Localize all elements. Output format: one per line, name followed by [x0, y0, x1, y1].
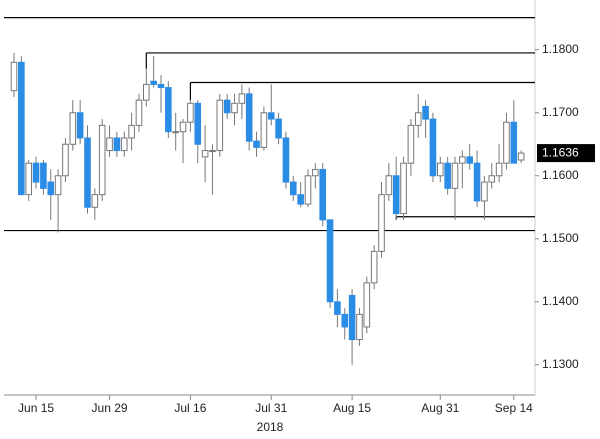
- candle-body: [451, 162, 459, 189]
- y-tick-label: 1.1600: [542, 168, 579, 182]
- candle-body: [62, 143, 69, 177]
- candle-body: [84, 137, 91, 208]
- candle-body: [128, 124, 135, 139]
- x-axis-label: 2018: [257, 420, 284, 434]
- candle-body: [326, 219, 334, 303]
- candle-body: [473, 162, 481, 202]
- candle-body: [356, 313, 363, 341]
- candle-body: [179, 121, 187, 133]
- candle-body: [135, 99, 143, 126]
- candle-body: [106, 137, 113, 152]
- candle-body: [319, 168, 326, 221]
- candle-body: [488, 175, 496, 183]
- candle-body: [444, 162, 451, 189]
- candle-body: [54, 175, 62, 196]
- candle-body: [312, 168, 319, 177]
- candle-body: [201, 150, 209, 158]
- candle-body: [165, 87, 172, 133]
- candle-body: [260, 112, 268, 148]
- candle-body: [282, 137, 290, 183]
- candle-body: [370, 250, 378, 284]
- candle-body: [187, 102, 194, 123]
- last-price-label: 1.1636: [542, 145, 579, 159]
- x-tick-label: Jun 15: [18, 401, 54, 415]
- candle-body: [297, 194, 304, 205]
- candle-body: [290, 181, 297, 196]
- candle-body: [172, 131, 179, 134]
- y-tick-label: 1.1700: [542, 105, 579, 119]
- candle-body: [223, 99, 231, 114]
- y-tick-label: 1.1500: [542, 231, 579, 245]
- candle-body: [10, 61, 18, 92]
- candle-body: [91, 194, 99, 208]
- candle-body: [18, 61, 25, 196]
- candle-body: [414, 112, 422, 126]
- candle-body: [143, 83, 150, 101]
- candle-body: [275, 118, 282, 139]
- x-tick-label: Jun 29: [92, 401, 128, 415]
- candle-body: [98, 124, 106, 196]
- candle-body: [429, 118, 437, 177]
- candle-body: [510, 121, 518, 164]
- y-tick-label: 1.1400: [542, 294, 579, 308]
- y-tick-label: 1.1800: [542, 42, 579, 56]
- candle-body: [40, 162, 47, 189]
- candle-body: [385, 175, 393, 196]
- candle-body: [304, 175, 312, 205]
- candle-body: [113, 137, 121, 152]
- candle-body: [363, 282, 371, 328]
- candle-body: [334, 301, 341, 315]
- x-tick-label: Aug 31: [421, 401, 459, 415]
- candle-body: [466, 156, 473, 164]
- x-tick-label: Jul 16: [174, 401, 206, 415]
- candle-body: [495, 162, 503, 177]
- candle-body: [400, 162, 407, 215]
- candle-body: [157, 83, 165, 89]
- candle-body: [517, 152, 525, 161]
- candle-body: [253, 140, 260, 148]
- candle-body: [407, 124, 415, 164]
- candle-body: [194, 102, 202, 145]
- candle-body: [209, 150, 216, 153]
- candle-body: [422, 105, 429, 120]
- candle-body: [231, 102, 238, 114]
- candle-body: [120, 137, 128, 152]
- candle-body: [267, 112, 275, 120]
- x-tick-label: Jul 31: [255, 401, 287, 415]
- candle-body: [437, 162, 444, 177]
- candle-body: [69, 112, 77, 145]
- candle-body: [392, 175, 400, 215]
- x-tick-label: Aug 15: [333, 401, 371, 415]
- candle-body: [216, 99, 224, 152]
- candle-body: [47, 181, 55, 196]
- candle-body: [25, 162, 32, 196]
- x-tick-label: Sep 14: [495, 401, 533, 415]
- y-tick-label: 1.1300: [542, 357, 579, 371]
- candle-body: [150, 80, 157, 85]
- last-price-box: [537, 144, 595, 163]
- candle-body: [459, 156, 466, 164]
- candle-body: [238, 93, 246, 104]
- candle-body: [348, 294, 356, 341]
- candle-body: [76, 112, 84, 139]
- candle-body: [503, 121, 510, 164]
- candle-body: [378, 194, 385, 252]
- candle-body: [245, 93, 253, 142]
- candle-body: [32, 162, 40, 183]
- candle-body: [481, 181, 488, 202]
- candle-body: [341, 313, 349, 328]
